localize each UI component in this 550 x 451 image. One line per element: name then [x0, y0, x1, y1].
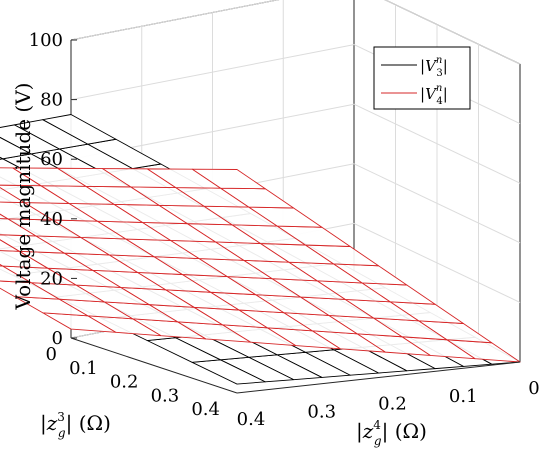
surface-2-cell	[0, 239, 20, 252]
legend-v3-pre: |	[420, 57, 425, 75]
legend-v4-post: |	[443, 85, 448, 103]
surface-2-cell	[0, 250, 49, 269]
surface-1-cell	[0, 124, 60, 155]
z-tick-label-3: 60	[40, 149, 63, 170]
legend-label-v4: |Vn 4|	[420, 83, 448, 107]
x-axis-label-sub: g	[58, 426, 66, 440]
z-tick-label-1: 20	[40, 268, 63, 289]
surface-2-cell	[0, 280, 60, 300]
box-edge-floor-front-left	[70, 337, 238, 394]
y-axis-label-sup: 4	[373, 418, 381, 432]
legend-v3-post: |	[443, 57, 448, 75]
legend-v3-sup: n	[436, 55, 442, 66]
surface-2-cell	[0, 184, 70, 204]
surface-2-cell	[0, 265, 32, 284]
legend-v4-sub: 4	[436, 96, 442, 107]
x-axis-label: |z3 g| (Ω)	[40, 410, 111, 440]
legend-v4-sup: n	[436, 83, 442, 94]
x-axis-label-post: | (Ω)	[66, 411, 111, 436]
surface-meshes	[0, 114, 521, 385]
surface-1-cell	[0, 136, 32, 160]
x-tick-label-2: 0.2	[110, 372, 139, 393]
surface-2-cell	[0, 187, 25, 203]
x-axis-label-pre: |z	[40, 411, 58, 436]
surface-2-cell	[0, 263, 4, 267]
legend-box	[373, 46, 471, 110]
z-tick-label-0: 0	[52, 328, 63, 349]
surface-1-cell	[0, 156, 4, 160]
x-tick-label-0: 0	[46, 344, 57, 365]
z-tick-label-5: 100	[29, 30, 63, 51]
surface-2-cell	[0, 234, 65, 254]
x-tick-label-3: 0.3	[151, 385, 180, 406]
y-axis-label-pre: |z	[356, 419, 374, 444]
x-tick-label-4: 0.4	[191, 399, 220, 420]
y-tick-label-0: 0.4	[237, 409, 266, 430]
y-tick-label-1: 0.3	[307, 401, 336, 422]
surface-2	[0, 167, 521, 363]
legend-v3-base: V	[425, 57, 438, 75]
legend-label-v3: |Vn 3|	[420, 55, 448, 79]
z-tick-label-2: 40	[40, 209, 63, 230]
surface-2-cell	[0, 201, 53, 221]
y-axis-label: |z4 g| (Ω)	[356, 418, 427, 448]
legend: |Vn 3| |Vn 4|	[373, 46, 471, 110]
legend-v4-pre: |	[420, 85, 425, 103]
legend-v4-base: V	[425, 85, 438, 103]
z-axis-label: Voltage magnitude (V)	[11, 83, 35, 311]
y-tick-label-2: 0.2	[378, 394, 407, 415]
surface-2-cell	[0, 218, 37, 237]
legend-v3-sub: 3	[436, 68, 442, 79]
surface-2-cell	[0, 167, 42, 187]
y-axis-label-post: | (Ω)	[382, 419, 427, 444]
y-tick-label-4: 0	[528, 378, 539, 399]
y-axis-label-sub: g	[374, 434, 382, 448]
box-edge-floor-front-right	[236, 361, 521, 394]
z-tick-label-4: 80	[40, 90, 63, 111]
axis-ticks: 0 20 40 60 80 100 0 0.1 0.2 0.3 0.4 0.4 0.3 0.2 0.1 0	[29, 30, 540, 430]
x-axis-label-sup: 3	[57, 410, 65, 424]
y-tick-label-3: 0.1	[449, 386, 478, 407]
x-tick-label-1: 0.1	[69, 358, 98, 379]
surface-2-cell	[0, 213, 9, 220]
